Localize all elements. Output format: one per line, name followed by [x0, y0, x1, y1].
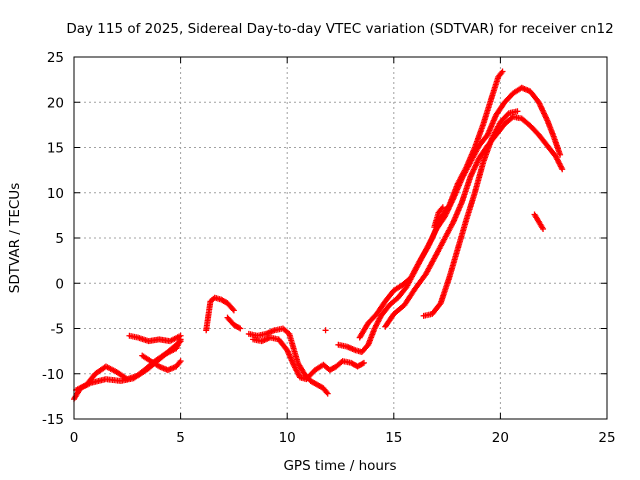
y-axis-label: SDTVAR / TECUs — [7, 183, 23, 293]
data-point — [557, 151, 564, 158]
series-track-k — [356, 84, 564, 341]
x-tick-label: 20 — [492, 430, 509, 446]
y-tick-label: 20 — [47, 95, 64, 111]
data-point — [439, 204, 446, 211]
series-track-m — [420, 108, 521, 319]
data-point — [177, 338, 184, 345]
series-track-g — [245, 325, 331, 397]
data-point — [236, 324, 243, 331]
series-track-d — [139, 352, 184, 374]
grid-lines — [74, 57, 607, 419]
y-tick-label: -15 — [42, 412, 64, 428]
series-track-f — [224, 314, 244, 332]
x-axis: 0 5 10 15 20 25 — [70, 57, 616, 446]
series-track-i — [322, 327, 329, 334]
data-point — [514, 108, 521, 115]
data-point — [324, 390, 331, 397]
series-track-c — [126, 332, 184, 345]
chart-title: Day 115 of 2025, Sidereal Day-to-day VTE… — [66, 21, 613, 37]
x-tick-label: 15 — [385, 430, 402, 446]
series-track-b — [73, 338, 184, 394]
data-point — [360, 359, 367, 366]
y-tick-label: -5 — [51, 322, 64, 338]
y-tick-label: 25 — [47, 50, 64, 66]
y-axis: -15 -10 -5 0 5 10 15 20 25 — [42, 50, 607, 428]
x-tick-label: 0 — [70, 430, 79, 446]
x-tick-label: 25 — [598, 430, 615, 446]
data-point — [176, 339, 183, 346]
y-tick-label: 0 — [55, 276, 64, 292]
y-tick-label: -10 — [42, 367, 64, 383]
y-tick-label: 15 — [47, 141, 64, 157]
series-track-h — [250, 334, 367, 383]
data-point — [559, 166, 566, 173]
data-point — [177, 358, 184, 365]
data-point — [540, 225, 547, 232]
x-tick-label: 5 — [176, 430, 185, 446]
data-point — [230, 307, 237, 314]
data-point — [177, 332, 184, 339]
series-track-e — [203, 294, 237, 334]
data-point — [499, 68, 506, 75]
series-track-o — [531, 211, 547, 232]
series-track-n — [431, 204, 446, 231]
y-tick-label: 5 — [55, 231, 64, 247]
data-point — [237, 325, 244, 332]
x-axis-label: GPS time / hours — [283, 458, 396, 474]
data-point — [229, 306, 236, 313]
y-tick-label: 10 — [47, 186, 64, 202]
x-tick-label: 10 — [279, 430, 296, 446]
data-markers — [71, 68, 566, 403]
data-point — [322, 327, 329, 334]
data-point — [359, 360, 366, 367]
